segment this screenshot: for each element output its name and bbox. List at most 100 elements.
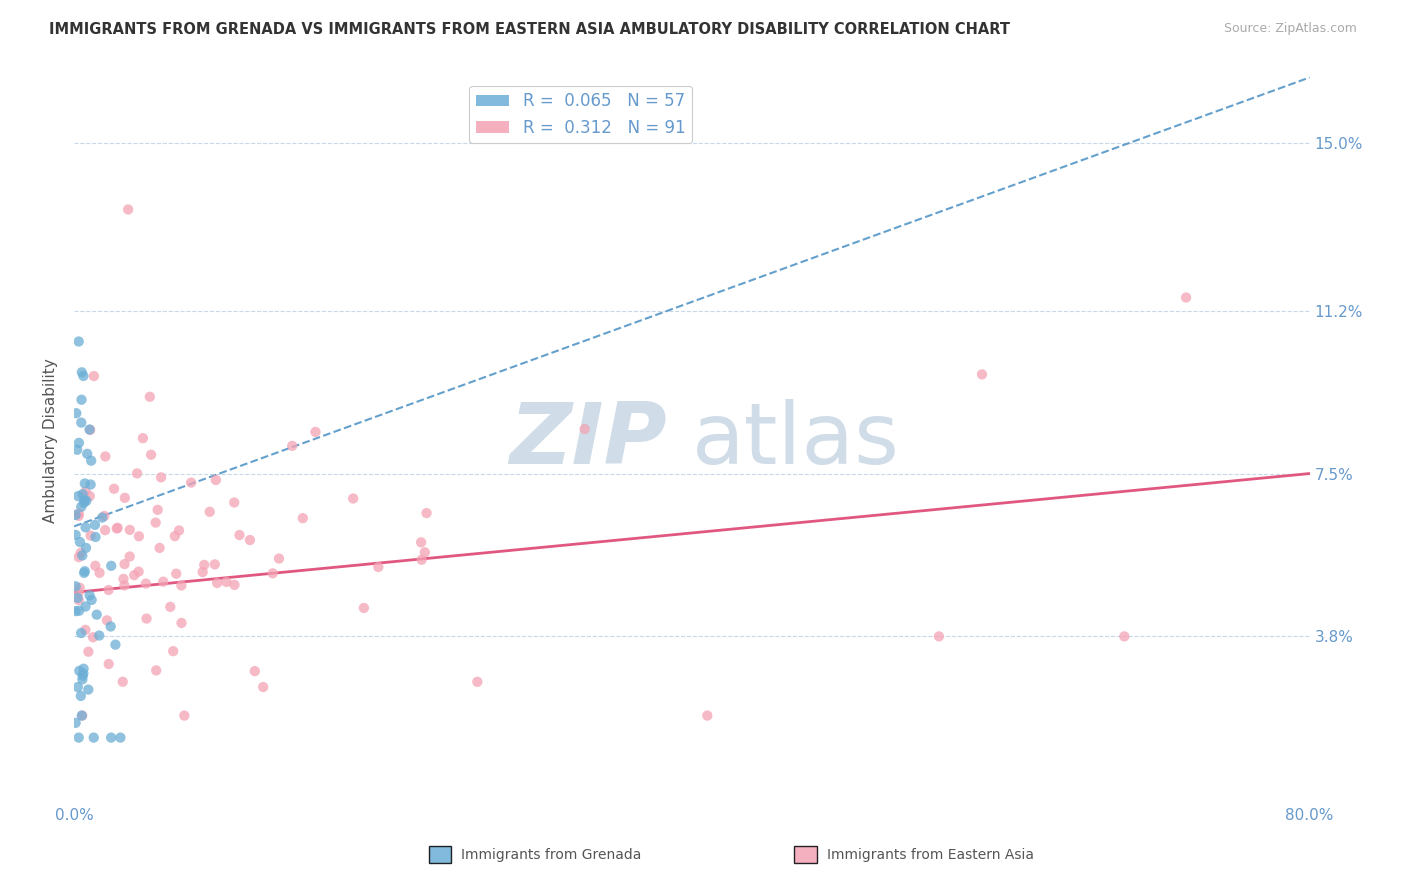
- Point: [70, 500, 93, 514]
- Point: [353, 601, 375, 615]
- Point: [167, 524, 190, 538]
- Point: [96, 613, 118, 627]
- Point: [112, 578, 135, 592]
- Text: Immigrants from Grenada: Immigrants from Grenada: [461, 847, 641, 862]
- Point: [80, 593, 103, 607]
- Point: [118, 549, 141, 564]
- Point: [72, 668, 94, 682]
- Point: [215, 574, 238, 589]
- Point: [193, 558, 215, 572]
- Legend: R =  0.065   N = 57, R =  0.312   N = 91: R = 0.065 N = 57, R = 0.312 N = 91: [470, 86, 692, 144]
- Point: [67, 593, 90, 607]
- Point: [267, 551, 290, 566]
- Point: [117, 202, 139, 217]
- Point: [224, 495, 246, 509]
- Point: [77, 645, 100, 659]
- Point: [82, 630, 104, 644]
- Point: [1114, 629, 1136, 643]
- Point: [66, 591, 89, 605]
- Point: [65, 508, 87, 522]
- Point: [67, 436, 90, 450]
- Y-axis label: Ambulatory Disability: Ambulatory Disability: [44, 359, 58, 523]
- Text: ZIP: ZIP: [509, 399, 668, 482]
- Point: [291, 511, 314, 525]
- Point: [100, 558, 122, 573]
- Point: [205, 576, 228, 591]
- Point: [80, 453, 103, 467]
- Point: [103, 482, 125, 496]
- Point: [67, 489, 90, 503]
- Point: [91, 510, 114, 524]
- Point: [67, 604, 90, 618]
- Point: [139, 448, 162, 462]
- Point: [70, 416, 93, 430]
- Point: [574, 422, 596, 436]
- Point: [73, 493, 96, 508]
- Point: [67, 550, 90, 565]
- Point: [69, 546, 91, 560]
- Point: [79, 477, 101, 491]
- Point: [94, 450, 117, 464]
- Point: [411, 553, 433, 567]
- Point: [67, 585, 90, 599]
- Point: [228, 528, 250, 542]
- Point: [67, 507, 90, 521]
- Point: [413, 545, 436, 559]
- Point: [69, 535, 91, 549]
- Point: [100, 731, 122, 745]
- Point: [262, 566, 284, 581]
- Point: [125, 467, 148, 481]
- Point: [467, 674, 489, 689]
- Point: [79, 588, 101, 602]
- Point: [170, 615, 193, 630]
- Point: [72, 666, 94, 681]
- Point: [65, 604, 87, 618]
- Text: Immigrants from Eastern Asia: Immigrants from Eastern Asia: [827, 847, 1033, 862]
- Point: [224, 578, 246, 592]
- Point: [163, 529, 186, 543]
- Point: [304, 425, 326, 439]
- Point: [112, 572, 135, 586]
- Point: [146, 503, 169, 517]
- Point: [79, 423, 101, 437]
- Point: [75, 623, 97, 637]
- Point: [180, 475, 202, 490]
- Point: [367, 560, 389, 574]
- Text: atlas: atlas: [692, 399, 900, 482]
- Point: [97, 657, 120, 671]
- Point: [696, 708, 718, 723]
- Point: [73, 566, 96, 580]
- Point: [173, 708, 195, 723]
- Point: [67, 664, 90, 678]
- Point: [104, 638, 127, 652]
- Point: [150, 470, 173, 484]
- Point: [66, 442, 89, 457]
- Point: [70, 365, 93, 379]
- Point: [252, 680, 274, 694]
- Point: [75, 493, 97, 508]
- Point: [243, 664, 266, 678]
- Point: [149, 541, 172, 555]
- Point: [67, 731, 90, 745]
- Point: [84, 558, 107, 573]
- Point: [128, 529, 150, 543]
- Point: [83, 731, 105, 745]
- Point: [70, 708, 93, 723]
- Point: [83, 369, 105, 384]
- Point: [84, 530, 107, 544]
- Point: [145, 664, 167, 678]
- Point: [114, 557, 136, 571]
- Point: [118, 523, 141, 537]
- Point: [75, 599, 97, 614]
- Point: [928, 629, 950, 643]
- Point: [139, 390, 162, 404]
- Point: [65, 406, 87, 420]
- Point: [281, 439, 304, 453]
- Point: [70, 626, 93, 640]
- Point: [89, 628, 111, 642]
- Point: [79, 423, 101, 437]
- Point: [122, 568, 145, 582]
- Point: [77, 682, 100, 697]
- Point: [198, 505, 221, 519]
- Point: [107, 521, 129, 535]
